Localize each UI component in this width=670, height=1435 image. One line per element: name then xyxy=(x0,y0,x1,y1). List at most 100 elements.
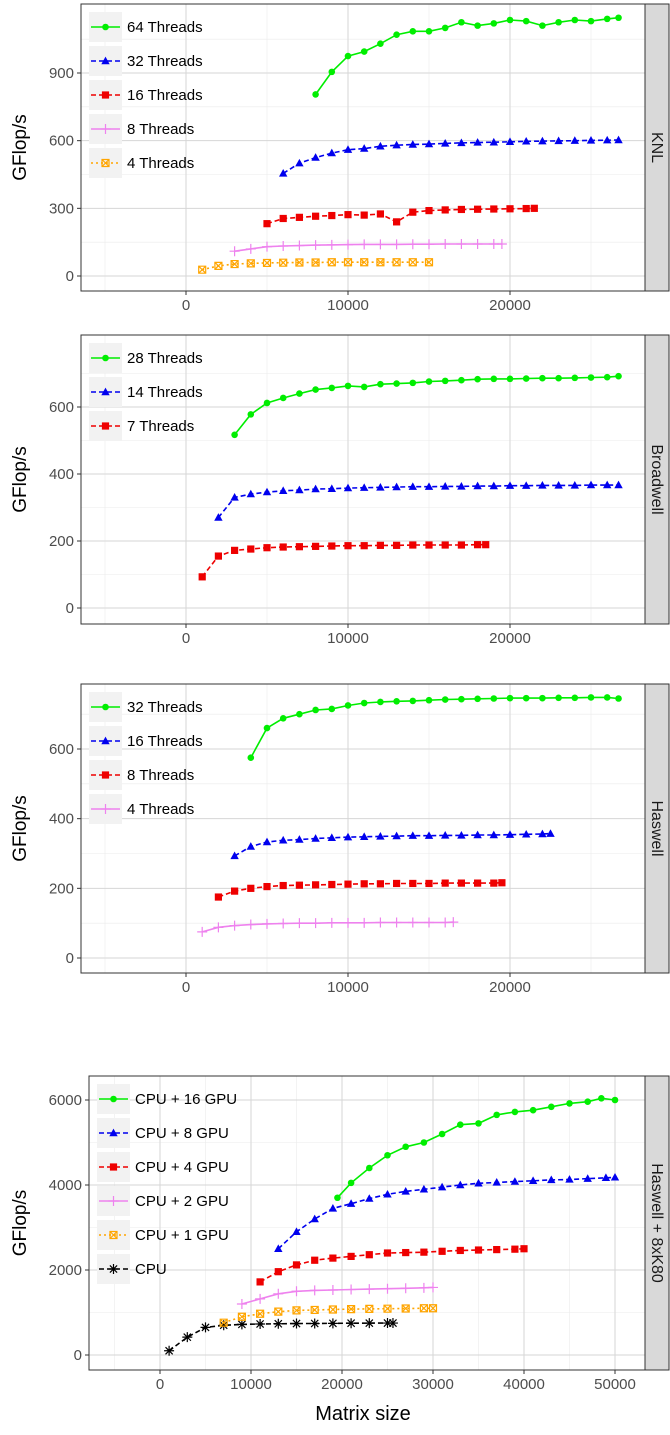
series-32-threads xyxy=(279,135,623,177)
data-point xyxy=(247,411,255,418)
data-point xyxy=(510,1177,520,1185)
data-point xyxy=(229,920,240,931)
data-point xyxy=(312,542,320,550)
data-point xyxy=(408,831,417,839)
data-point xyxy=(291,1286,302,1297)
data-point xyxy=(376,483,385,491)
data-point xyxy=(505,481,515,489)
data-point xyxy=(344,382,352,390)
data-point xyxy=(262,487,272,496)
x-tick-label: 40000 xyxy=(503,1376,545,1393)
data-point xyxy=(312,212,320,220)
data-point xyxy=(214,513,223,521)
y-tick-label: 900 xyxy=(49,65,74,82)
data-point xyxy=(278,918,289,929)
data-point xyxy=(393,218,401,226)
data-point xyxy=(554,480,563,489)
panel-3: 0 2000 4000 6000 0 10000 20000 30000 40000 50000 H… xyxy=(10,1075,670,1393)
plot-background xyxy=(81,684,645,973)
data-point xyxy=(489,137,498,146)
data-point xyxy=(384,1151,391,1159)
data-point xyxy=(506,16,514,24)
data-point xyxy=(311,1256,319,1264)
series-line xyxy=(282,139,619,175)
data-point xyxy=(490,375,498,383)
data-point xyxy=(489,830,498,839)
data-point xyxy=(428,1304,438,1313)
data-point xyxy=(474,205,482,213)
data-point xyxy=(565,1175,574,1183)
data-point xyxy=(309,1318,320,1329)
data-point xyxy=(312,706,319,714)
data-point xyxy=(473,138,482,146)
legend-label: 64 Threads xyxy=(127,19,203,36)
data-point xyxy=(246,259,255,268)
legend: 32 Threads 16 Threads 8 Threads 4 Threads xyxy=(89,692,203,824)
data-point xyxy=(347,1179,355,1187)
data-point xyxy=(376,880,384,888)
data-point xyxy=(473,481,482,490)
data-point xyxy=(400,1283,411,1294)
data-point xyxy=(409,27,417,35)
data-point xyxy=(262,918,272,929)
data-point xyxy=(292,1227,301,1235)
data-point xyxy=(108,1264,119,1274)
data-point xyxy=(279,394,287,402)
data-point xyxy=(425,696,433,704)
data-point xyxy=(364,1318,375,1329)
data-point xyxy=(420,1248,428,1256)
series-cpu-1-gpu xyxy=(219,1304,438,1327)
data-point xyxy=(522,204,530,213)
data-point xyxy=(347,1252,355,1260)
data-point xyxy=(101,736,110,745)
data-point xyxy=(538,480,547,489)
data-point xyxy=(360,211,368,219)
data-point xyxy=(490,695,498,702)
panel-2: 0 200 400 600 0 10000 20000 Haswell GFlop/s 32 Th… xyxy=(10,683,670,996)
data-point xyxy=(539,694,546,702)
data-point xyxy=(296,390,303,397)
data-point xyxy=(344,702,352,709)
x-tick-label: 20000 xyxy=(489,630,531,647)
data-point xyxy=(273,1318,284,1329)
x-tick-label: 10000 xyxy=(230,1376,272,1393)
data-point xyxy=(231,887,239,895)
data-point xyxy=(278,241,289,252)
data-point xyxy=(295,258,304,267)
data-point xyxy=(274,1244,283,1252)
data-point xyxy=(110,1095,117,1103)
data-point xyxy=(200,1322,211,1333)
data-point xyxy=(327,833,336,842)
data-point xyxy=(458,695,465,703)
legend-label: CPU xyxy=(135,1261,167,1278)
legend: 28 Threads 14 Threads 7 Threads xyxy=(89,343,203,441)
data-point xyxy=(408,258,417,267)
data-point xyxy=(538,829,547,838)
data-point xyxy=(376,541,384,549)
data-point xyxy=(474,1246,483,1254)
data-point xyxy=(457,138,466,147)
data-point xyxy=(312,386,319,393)
data-point xyxy=(343,832,353,841)
data-point xyxy=(441,138,450,147)
data-point xyxy=(457,541,465,549)
data-point xyxy=(555,694,562,702)
y-tick-label: 200 xyxy=(49,533,74,550)
facet-strip xyxy=(644,3,670,292)
data-point xyxy=(375,239,386,250)
series-64-threads xyxy=(312,14,622,98)
data-point xyxy=(328,1203,338,1212)
series-4-threads xyxy=(197,917,459,937)
data-point xyxy=(393,697,400,705)
data-point xyxy=(424,831,434,839)
y-tick-label: 600 xyxy=(49,399,74,416)
data-point xyxy=(408,482,417,490)
data-point xyxy=(360,832,369,840)
legend-label: 8 Threads xyxy=(127,121,194,138)
data-point xyxy=(522,829,531,838)
data-point xyxy=(109,1128,118,1137)
data-point xyxy=(360,699,368,707)
data-point xyxy=(554,136,563,145)
data-point xyxy=(328,880,336,889)
data-point xyxy=(511,1245,519,1253)
